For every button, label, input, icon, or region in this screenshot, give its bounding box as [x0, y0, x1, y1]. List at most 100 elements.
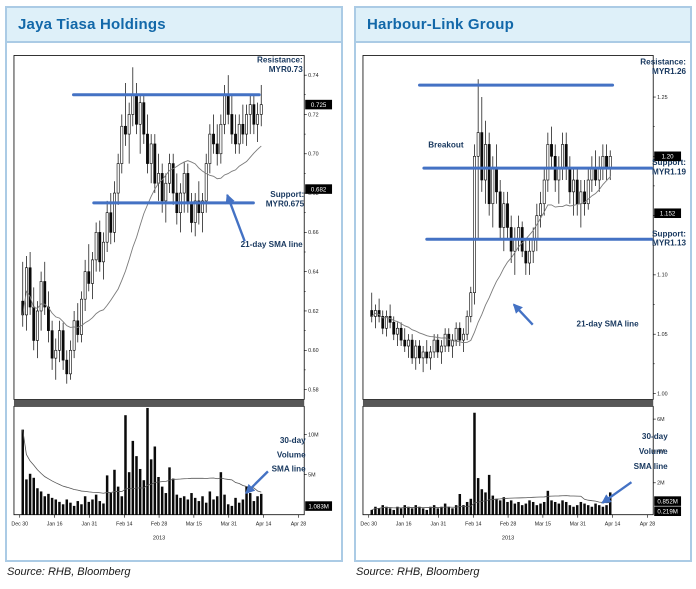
- svg-text:21-day SMA line: 21-day SMA line: [241, 240, 304, 249]
- svg-text:Dec 30: Dec 30: [360, 522, 377, 528]
- svg-text:0.725: 0.725: [311, 102, 327, 109]
- date-axis: Dec 30 Jan 16 Jan 31 Feb 14 Feb 28 Mar 15 Mar …: [11, 514, 307, 542]
- svg-text:1.25: 1.25: [657, 95, 667, 101]
- svg-text:Jan 31: Jan 31: [431, 522, 447, 528]
- svg-text:Dec 30: Dec 30: [11, 522, 28, 528]
- volume-bars: [370, 412, 612, 515]
- svg-text:5M: 5M: [308, 472, 316, 478]
- svg-text:Jan 31: Jan 31: [82, 522, 98, 528]
- volume-bars: [21, 407, 263, 515]
- svg-text:Support:: Support:: [652, 229, 686, 238]
- svg-text:0.68: 0.68: [308, 191, 318, 197]
- candles: [370, 79, 612, 373]
- svg-text:SMA line: SMA line: [272, 464, 307, 473]
- panel-jaya-tiasa: Jaya Tiasa Holdings 0.74 0.72 0.70 0.68 0.66…: [5, 6, 343, 562]
- price-axis: 0.74 0.72 0.70 0.68 0.66 0.64 0.62 0.60 0.58: [304, 73, 319, 393]
- sma-label: 21-day SMA line: [512, 303, 640, 328]
- svg-text:30-day: 30-day: [280, 436, 306, 445]
- volume-sma-line: [22, 429, 262, 494]
- svg-text:Feb 14: Feb 14: [116, 522, 132, 528]
- stock-chart-svg: 0.74 0.72 0.70 0.68 0.66 0.64 0.62 0.60 0.58 10M 5…: [11, 55, 333, 542]
- svg-text:0.219M: 0.219M: [657, 508, 678, 515]
- panel-header: Harbour-Link Group: [356, 8, 690, 43]
- svg-text:1.152: 1.152: [660, 210, 676, 217]
- svg-text:0.62: 0.62: [308, 309, 318, 315]
- svg-text:Jan 16: Jan 16: [47, 522, 63, 528]
- svg-text:MYR1.26: MYR1.26: [652, 67, 686, 76]
- svg-text:21-day SMA line: 21-day SMA line: [577, 319, 640, 328]
- panel-harbour-link: Harbour-Link Group 1.251.201.151.101.051…: [354, 6, 692, 562]
- panel-title: Jaya Tiasa Holdings: [18, 16, 166, 33]
- support-119-label: Support:MYR1.19: [652, 158, 686, 176]
- svg-text:Volume: Volume: [277, 450, 306, 459]
- svg-text:1.10: 1.10: [657, 273, 667, 279]
- volume-sma-label: 30-day Volume SMA line: [245, 436, 307, 495]
- svg-text:Support:: Support:: [652, 158, 686, 167]
- svg-text:Apr 28: Apr 28: [640, 522, 656, 528]
- resistance-label: Resistance:MYR1.26: [640, 57, 686, 75]
- svg-text:0.66: 0.66: [308, 230, 318, 236]
- svg-text:Apr 14: Apr 14: [605, 522, 621, 528]
- svg-text:Mar 15: Mar 15: [535, 522, 551, 528]
- svg-text:MYR1.13: MYR1.13: [652, 239, 686, 248]
- svg-text:0.682: 0.682: [311, 186, 327, 193]
- svg-text:Apr 28: Apr 28: [291, 522, 307, 528]
- stock-chart: 0.74 0.72 0.70 0.68 0.66 0.64 0.62 0.60 0.58 10M 5…: [7, 43, 341, 560]
- support-label: Support:MYR0.675: [266, 190, 305, 208]
- panel-separator: [362, 399, 654, 407]
- svg-text:0.74: 0.74: [308, 73, 318, 79]
- svg-text:Resistance:: Resistance:: [257, 55, 303, 64]
- svg-text:1.083M: 1.083M: [308, 503, 329, 510]
- source-note: Source: RHB, Bloomberg: [356, 566, 480, 578]
- svg-text:0.58: 0.58: [308, 387, 318, 393]
- svg-text:10M: 10M: [308, 432, 319, 438]
- stock-chart: 1.251.201.151.101.051.006M4M2MResistance…: [356, 43, 690, 560]
- svg-text:6M: 6M: [657, 417, 665, 423]
- panel-column-left: Jaya Tiasa Holdings 0.74 0.72 0.70 0.68 0.66…: [5, 6, 343, 578]
- axis-value-boxes: 1.20 1.152 0.852M 0.219M: [654, 151, 682, 517]
- volume-axis: 6M 4M 2M: [653, 417, 665, 487]
- svg-text:0.60: 0.60: [308, 348, 318, 354]
- price-sma-line: [371, 176, 611, 344]
- volume-axis: 10M 5M: [304, 432, 319, 478]
- source-note: Source: RHB, Bloomberg: [7, 566, 131, 578]
- svg-text:MYR0.73: MYR0.73: [269, 65, 303, 74]
- axis-value-boxes: 0.725 0.682 1.083M: [305, 99, 333, 511]
- svg-text:Volume: Volume: [639, 447, 668, 456]
- svg-text:0.852M: 0.852M: [657, 498, 678, 505]
- date-axis: Dec 30 Jan 16 Jan 31 Feb 14 Feb 28 Mar 15 Mar …: [360, 514, 656, 542]
- svg-text:Breakout: Breakout: [428, 140, 464, 149]
- resistance-label: Resistance:MYR0.73: [257, 55, 303, 73]
- svg-text:MYR1.19: MYR1.19: [652, 168, 686, 177]
- svg-text:1.20: 1.20: [662, 153, 675, 160]
- svg-text:4M: 4M: [657, 449, 665, 455]
- svg-text:Mar 31: Mar 31: [221, 522, 237, 528]
- svg-text:SMA line: SMA line: [634, 462, 669, 471]
- svg-text:Feb 14: Feb 14: [465, 522, 481, 528]
- sma-label: 21-day SMA line: [225, 193, 304, 249]
- svg-text:Mar 15: Mar 15: [186, 522, 202, 528]
- svg-text:Support:: Support:: [270, 190, 304, 199]
- volume-sma-line: [371, 495, 611, 511]
- svg-text:Feb 28: Feb 28: [151, 522, 167, 528]
- svg-text:0.64: 0.64: [308, 270, 318, 276]
- svg-text:Resistance:: Resistance:: [640, 57, 686, 66]
- svg-text:0.72: 0.72: [308, 112, 318, 118]
- stock-chart-svg: 1.251.201.151.101.051.006M4M2MResistance…: [360, 55, 686, 542]
- svg-text:30-day: 30-day: [642, 432, 668, 441]
- svg-text:Apr 14: Apr 14: [256, 522, 272, 528]
- svg-text:1.00: 1.00: [657, 391, 667, 397]
- volume-sma-label: 30-day Volume SMA line: [601, 432, 669, 504]
- support-113-label: Support:MYR1.13: [652, 229, 686, 247]
- svg-text:Mar 31: Mar 31: [570, 522, 586, 528]
- year-label: 2013: [502, 536, 514, 542]
- year-label: 2013: [153, 536, 165, 542]
- panel-header: Jaya Tiasa Holdings: [7, 8, 341, 43]
- breakout-label: Breakout: [428, 140, 464, 149]
- svg-text:Jan 16: Jan 16: [396, 522, 412, 528]
- svg-text:MYR0.675: MYR0.675: [266, 199, 305, 208]
- panel-title: Harbour-Link Group: [367, 16, 514, 33]
- svg-text:1.05: 1.05: [657, 332, 667, 338]
- svg-text:2M: 2M: [657, 481, 665, 487]
